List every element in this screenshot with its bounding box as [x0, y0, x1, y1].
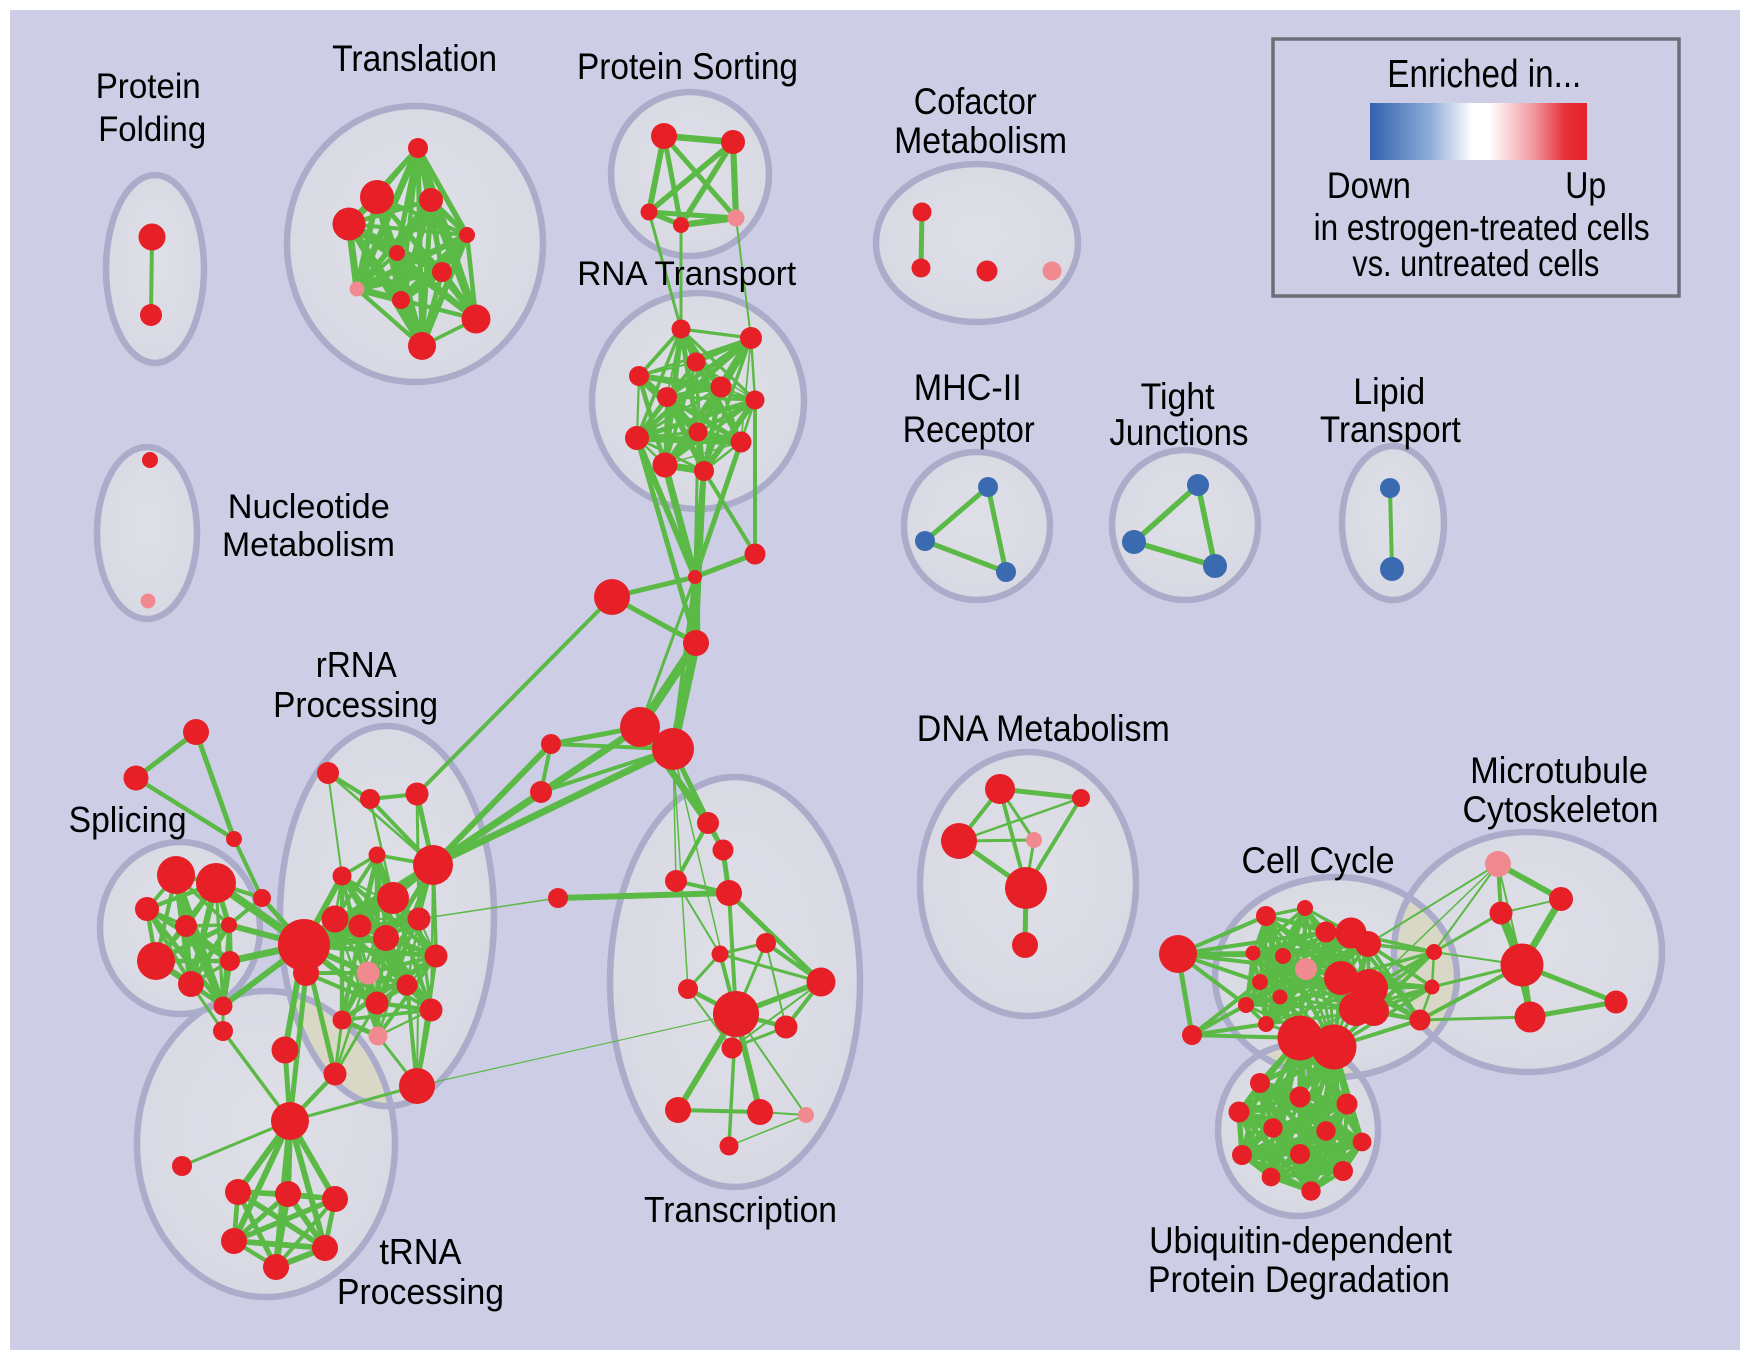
svg-text:rRNA: rRNA [316, 644, 397, 685]
svg-text:Folding: Folding [98, 110, 206, 149]
svg-text:Protein: Protein [96, 67, 201, 106]
svg-text:Up: Up [1565, 165, 1606, 206]
svg-text:MHC-II: MHC-II [914, 367, 1022, 408]
svg-text:Protein Sorting: Protein Sorting [577, 46, 798, 87]
svg-text:Cell Cycle: Cell Cycle [1242, 840, 1395, 881]
svg-text:Translation: Translation [332, 38, 497, 79]
svg-text:Ubiquitin-dependent: Ubiquitin-dependent [1149, 1220, 1453, 1261]
svg-text:Splicing: Splicing [69, 799, 187, 840]
svg-text:Metabolism: Metabolism [894, 120, 1067, 161]
svg-text:Lipid: Lipid [1353, 371, 1425, 412]
svg-text:Cytoskeleton: Cytoskeleton [1463, 789, 1659, 830]
svg-text:Metabolism: Metabolism [222, 526, 395, 564]
svg-text:Processing: Processing [273, 684, 438, 725]
svg-text:Microtubule: Microtubule [1470, 750, 1648, 791]
svg-text:Protein Degradation: Protein Degradation [1148, 1259, 1450, 1300]
svg-text:Enriched in...: Enriched in... [1387, 53, 1581, 96]
svg-text:Transcription: Transcription [644, 1189, 837, 1230]
svg-text:DNA Metabolism: DNA Metabolism [917, 708, 1170, 749]
svg-text:Transport: Transport [1320, 409, 1462, 450]
svg-text:Cofactor: Cofactor [914, 81, 1037, 122]
svg-text:Receptor: Receptor [903, 409, 1035, 450]
svg-text:RNA Transport: RNA Transport [577, 255, 797, 293]
svg-text:tRNA: tRNA [379, 1231, 461, 1272]
svg-text:vs. untreated cells: vs. untreated cells [1352, 243, 1599, 284]
svg-text:Tight: Tight [1141, 376, 1216, 417]
svg-text:Down: Down [1327, 165, 1411, 206]
svg-text:Processing: Processing [337, 1271, 504, 1312]
svg-text:in estrogen-treated cells: in estrogen-treated cells [1314, 207, 1650, 248]
svg-text:Junctions: Junctions [1109, 412, 1248, 453]
svg-text:Nucleotide: Nucleotide [228, 488, 390, 526]
